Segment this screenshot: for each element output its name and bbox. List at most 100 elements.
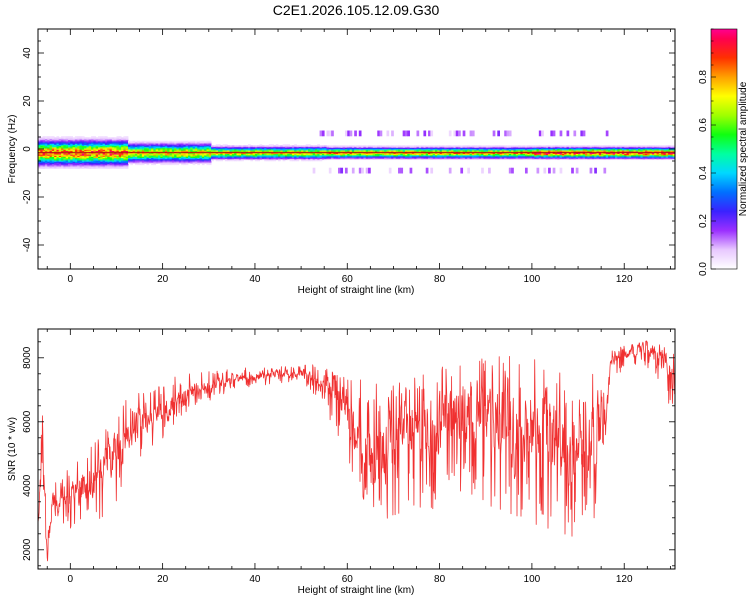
spectrogram-cell <box>47 167 50 169</box>
spectrogram-cell <box>453 147 457 150</box>
spectrogram-cell <box>398 167 401 174</box>
spectrogram-cell <box>437 147 440 150</box>
spectrogram-cell <box>504 150 507 152</box>
spectrogram-cell <box>287 153 290 156</box>
spectrogram-cell <box>146 153 150 156</box>
spectrogram-cell <box>271 144 274 146</box>
spectrogram-cell <box>400 145 404 147</box>
spectrogram-cell <box>324 153 327 156</box>
spectrogram-cell <box>234 156 237 158</box>
spectrogram-cell <box>181 149 184 151</box>
spectrogram-cell <box>524 167 528 174</box>
spectrogram-cell <box>40 145 44 148</box>
spectrogram-cell <box>261 150 265 152</box>
spectrogram-cell <box>58 149 62 151</box>
spectrogram-cell <box>44 139 48 142</box>
spectrogram-cell <box>294 148 297 151</box>
spectrogram-cell <box>280 145 284 147</box>
spectrogram-cell <box>167 163 170 166</box>
spectrogram-cell <box>418 150 422 152</box>
spectrogram-cell <box>594 156 597 158</box>
spectrogram-cell <box>631 158 634 161</box>
spectrogram-cell <box>381 146 385 149</box>
spectrogram-cell <box>125 145 129 148</box>
spectrogram-cell <box>672 150 675 152</box>
spectrogram-cell <box>98 136 101 138</box>
spectrogram-cell <box>54 158 57 161</box>
spectrogram-cell <box>95 163 99 166</box>
spectrogram-cell <box>354 150 357 152</box>
spectrogram-cell <box>264 145 267 147</box>
spectrogram-cell <box>665 154 669 157</box>
spectrogram-cell <box>88 164 92 167</box>
spectrogram-cell <box>100 158 104 161</box>
spectrogram-cell <box>128 153 131 156</box>
spectrogram-cell <box>317 148 320 151</box>
spectrogram-cell <box>497 154 500 157</box>
spectrogram-cell <box>183 146 187 149</box>
spectrogram-cell <box>670 153 674 156</box>
spectrogram-cell <box>109 150 113 153</box>
spectrogram-cell <box>250 147 254 150</box>
spectrogram-cell <box>160 153 164 156</box>
spectrogram-cell <box>118 148 122 150</box>
spectrogram-cell <box>162 161 166 163</box>
spectrogram-cell <box>621 150 625 152</box>
spectrogram-cell <box>49 164 53 167</box>
spectrogram-cell <box>298 146 302 149</box>
spectrogram-cell <box>494 157 498 159</box>
spectrogram-cell <box>236 145 240 147</box>
spectrogram-cell <box>208 162 212 164</box>
spectrogram-cell <box>275 144 279 146</box>
spectrogram-cell <box>448 130 452 137</box>
spectrogram-cell <box>538 150 542 152</box>
spectrogram-cell <box>130 155 134 157</box>
spectrogram-cell <box>273 154 277 157</box>
spectrogram-cell <box>213 150 217 152</box>
spectrogram-cell <box>361 145 364 147</box>
spectrogram-cell <box>411 153 415 156</box>
spectrogram-cell <box>663 148 667 151</box>
spectrogram-cell <box>183 150 187 152</box>
spectrogram-cell <box>169 140 173 143</box>
spectrogram-cell <box>280 146 284 149</box>
spectrogram-cell <box>335 156 339 158</box>
spectrogram-cell <box>310 148 314 151</box>
spectrogram-cell <box>224 144 228 146</box>
spectrogram-cell <box>268 156 272 158</box>
spectrogram-cell <box>358 154 362 157</box>
spectrogram-cell <box>192 155 196 157</box>
spectrogram-cell <box>478 154 482 157</box>
spectrogram-cell <box>398 150 401 152</box>
spectrogram-cell <box>268 157 272 159</box>
spectrogram-cell <box>497 158 500 161</box>
spectrogram-cell <box>571 147 574 150</box>
spectrogram-cell <box>282 146 286 149</box>
spectrogram-cell <box>238 157 242 159</box>
spectrogram-cell <box>670 147 674 150</box>
spectrogram-cell <box>361 147 364 150</box>
spectrogram-cell <box>282 153 286 156</box>
spectrogram-cell <box>404 157 408 159</box>
spectrogram-cell <box>444 156 447 158</box>
spectrogram-cell <box>121 161 124 163</box>
spectrogram-cell <box>278 153 281 156</box>
spectrogram-cell <box>324 146 327 149</box>
spectrogram-cell <box>153 153 157 156</box>
spectrogram-cell <box>164 163 168 166</box>
spectrogram-cell <box>356 148 360 151</box>
spectrogram-cell <box>144 149 147 151</box>
spectrogram-cell <box>538 147 542 150</box>
spectrogram-cell <box>183 159 187 162</box>
spectrogram-cell <box>61 137 64 139</box>
spectrogram-cell <box>324 157 327 159</box>
spectrogram-cell <box>158 156 161 158</box>
spectrogram-cell <box>194 140 198 143</box>
spectrogram-cell <box>93 161 97 163</box>
spectrogram-cell <box>661 146 664 149</box>
spectrogram-cell <box>38 145 41 148</box>
spectrogram-cell <box>573 150 577 152</box>
spectrogram-cell <box>188 143 191 145</box>
spectrogram-cell <box>317 156 320 158</box>
spectrogram-cell <box>462 158 466 161</box>
